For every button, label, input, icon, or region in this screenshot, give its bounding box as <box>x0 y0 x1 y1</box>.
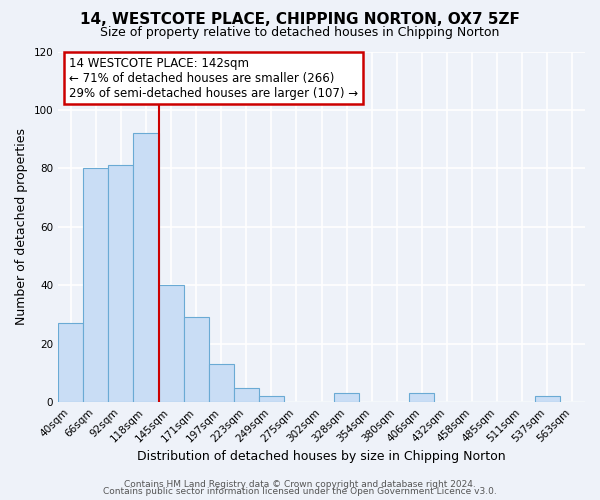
Bar <box>184 318 209 402</box>
Bar <box>409 394 434 402</box>
Bar <box>133 134 158 402</box>
Bar <box>83 168 109 402</box>
Bar <box>209 364 234 402</box>
Y-axis label: Number of detached properties: Number of detached properties <box>15 128 28 326</box>
Text: Size of property relative to detached houses in Chipping Norton: Size of property relative to detached ho… <box>100 26 500 39</box>
Bar <box>58 324 83 402</box>
Bar <box>334 394 359 402</box>
Text: Contains public sector information licensed under the Open Government Licence v3: Contains public sector information licen… <box>103 488 497 496</box>
Bar <box>234 388 259 402</box>
Bar <box>259 396 284 402</box>
Bar <box>158 286 184 402</box>
Bar <box>535 396 560 402</box>
Text: 14 WESTCOTE PLACE: 142sqm
← 71% of detached houses are smaller (266)
29% of semi: 14 WESTCOTE PLACE: 142sqm ← 71% of detac… <box>69 57 358 100</box>
Bar <box>109 166 133 402</box>
Text: 14, WESTCOTE PLACE, CHIPPING NORTON, OX7 5ZF: 14, WESTCOTE PLACE, CHIPPING NORTON, OX7… <box>80 12 520 28</box>
Text: Contains HM Land Registry data © Crown copyright and database right 2024.: Contains HM Land Registry data © Crown c… <box>124 480 476 489</box>
X-axis label: Distribution of detached houses by size in Chipping Norton: Distribution of detached houses by size … <box>137 450 506 462</box>
